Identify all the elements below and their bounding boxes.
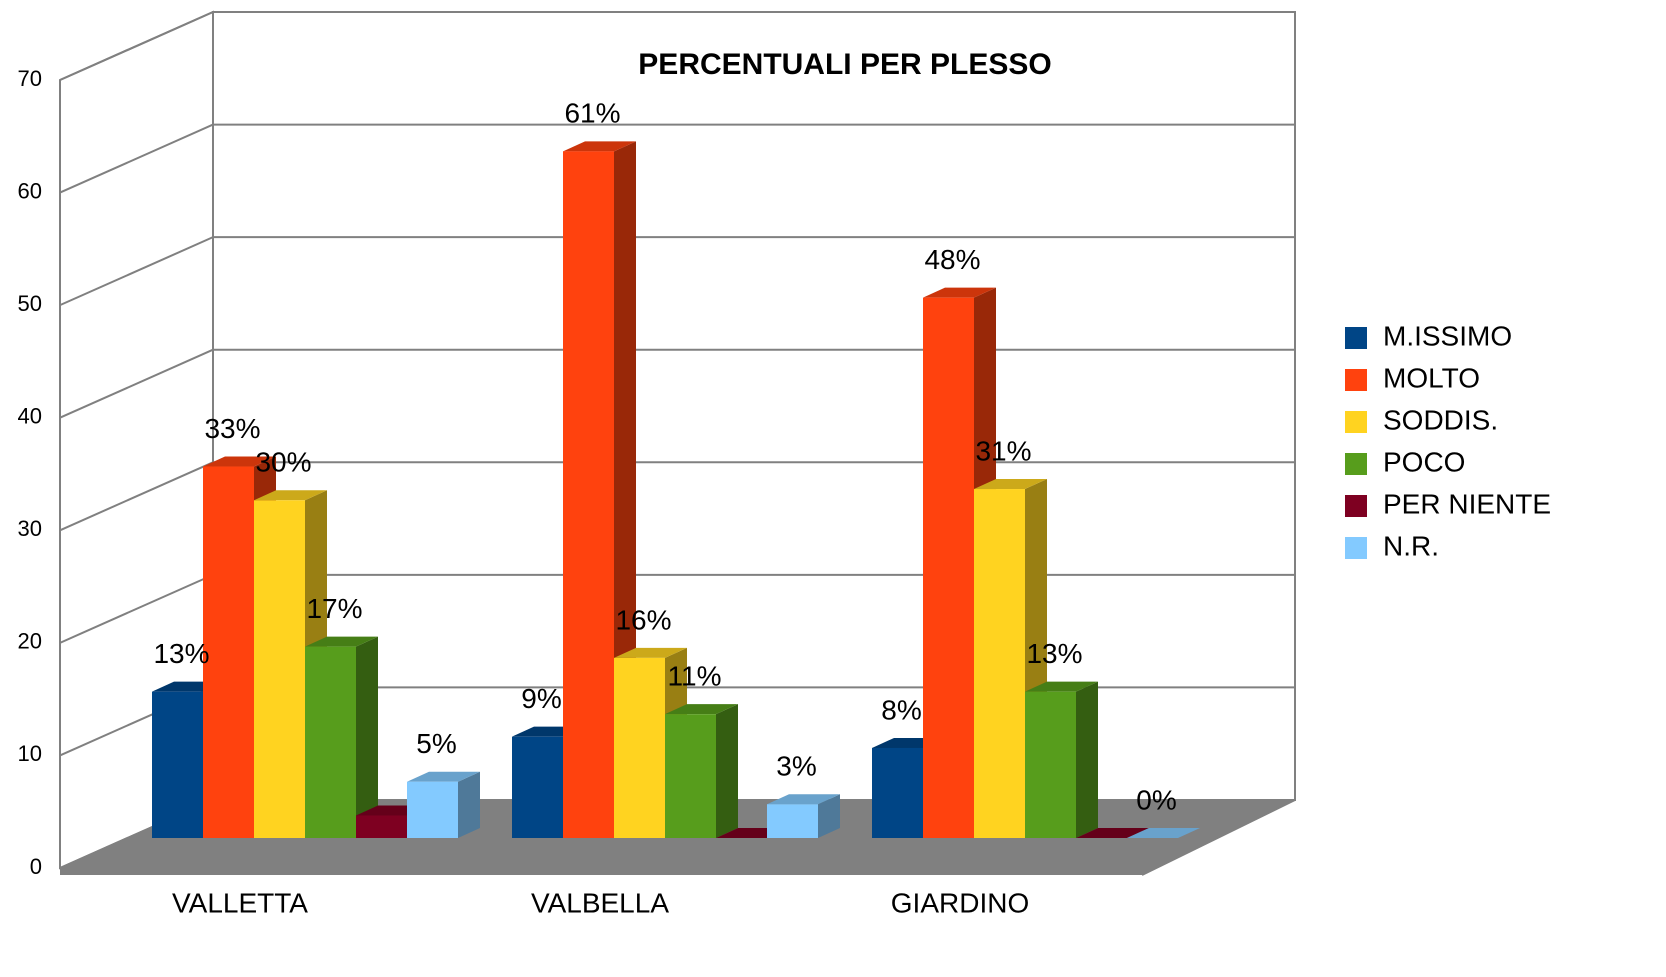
bar-top: [665, 704, 738, 715]
data-label: 3%: [776, 751, 816, 782]
bar-top: [563, 141, 636, 152]
data-label: 17%: [306, 593, 362, 624]
bar-front: [923, 297, 974, 839]
legend-swatch: [1345, 327, 1367, 349]
bar: [1025, 681, 1098, 838]
bar: [767, 794, 840, 838]
bar-top: [305, 636, 378, 647]
grid-line: [59, 123, 214, 194]
bar-side: [1076, 681, 1098, 838]
data-label: 33%: [204, 413, 260, 444]
bar-top: [923, 287, 996, 298]
bar-front: [872, 747, 923, 838]
y-tick-label: 30: [18, 516, 42, 541]
bar-front: [767, 804, 818, 838]
bar-front: [254, 500, 305, 838]
data-label: 5%: [416, 728, 456, 759]
bar-side: [458, 771, 480, 838]
floor-edge: [1141, 799, 1296, 876]
chart-title: PERCENTUALI PER PLESSO: [638, 48, 1051, 81]
legend-label: N.R.: [1383, 530, 1439, 561]
bar-front: [203, 466, 254, 838]
data-label: 61%: [564, 98, 620, 129]
bar-top: [1076, 828, 1149, 838]
legend-label: PER NIENTE: [1383, 488, 1551, 519]
data-label: 30%: [255, 447, 311, 478]
bar-front: [974, 489, 1025, 838]
bar-side: [818, 794, 840, 838]
x-tick-label: VALLETTA: [172, 887, 308, 918]
data-label: 11%: [668, 661, 722, 692]
legend: M.ISSIMO MOLTO SODDIS. POCO PER NIENTE N.R.: [1345, 320, 1551, 561]
bar-side: [356, 636, 378, 838]
x-tick-label: VALBELLA: [531, 887, 669, 918]
grid-line: [59, 461, 214, 532]
y-tick-label: 40: [18, 404, 42, 429]
y-tick-label: 50: [18, 291, 42, 316]
grid-line: [59, 573, 214, 644]
legend-swatch: [1345, 411, 1367, 433]
bar-front: [356, 815, 407, 838]
data-label: 8%: [881, 694, 921, 725]
legend-label: SODDIS.: [1383, 404, 1498, 435]
bar-front: [665, 714, 716, 838]
bar: [1127, 828, 1200, 838]
bar-front: [614, 657, 665, 838]
bar-top: [254, 490, 327, 501]
bar: [1076, 828, 1149, 838]
bar-front: [512, 736, 563, 838]
bar-top: [974, 479, 1047, 490]
data-label: 48%: [924, 244, 980, 275]
y-tick-label: 10: [18, 741, 42, 766]
bar: [974, 479, 1047, 838]
bar-front: [407, 781, 458, 838]
bar-side: [716, 704, 738, 838]
legend-label: MOLTO: [1383, 362, 1480, 393]
data-label: 0%: [1136, 784, 1176, 815]
grid-line: [59, 348, 214, 419]
legend-swatch: [1345, 537, 1367, 559]
x-tick-label: GIARDINO: [891, 887, 1029, 918]
y-tick-label: 20: [18, 629, 42, 654]
bar-top: [1025, 681, 1098, 692]
bar-top: [407, 771, 480, 782]
bar-front: [305, 646, 356, 838]
y-tick-label: 60: [18, 178, 42, 203]
data-label: 16%: [615, 604, 671, 635]
bar-top: [614, 647, 687, 658]
legend-swatch: [1345, 369, 1367, 391]
bar: [407, 771, 480, 838]
legend-swatch: [1345, 453, 1367, 475]
bar-front: [152, 691, 203, 838]
bar-top: [203, 456, 276, 467]
grid-line: [59, 236, 214, 307]
legend-label: POCO: [1383, 446, 1465, 477]
bar-front: [563, 151, 614, 839]
bar-top: [767, 794, 840, 805]
bar: [665, 704, 738, 838]
bar-front: [1025, 691, 1076, 838]
data-label: 13%: [153, 638, 209, 669]
bar-top: [1127, 828, 1200, 838]
y-tick-label: 0: [30, 854, 42, 879]
data-label: 31%: [975, 435, 1031, 466]
legend-swatch: [1345, 495, 1367, 517]
y-tick-label: 70: [18, 66, 42, 91]
bar: [305, 636, 378, 838]
grid-line: [59, 11, 214, 81]
bars: [152, 141, 1200, 839]
data-label: 9%: [521, 683, 561, 714]
legend-label: M.ISSIMO: [1383, 320, 1512, 351]
data-label: 13%: [1026, 638, 1082, 669]
